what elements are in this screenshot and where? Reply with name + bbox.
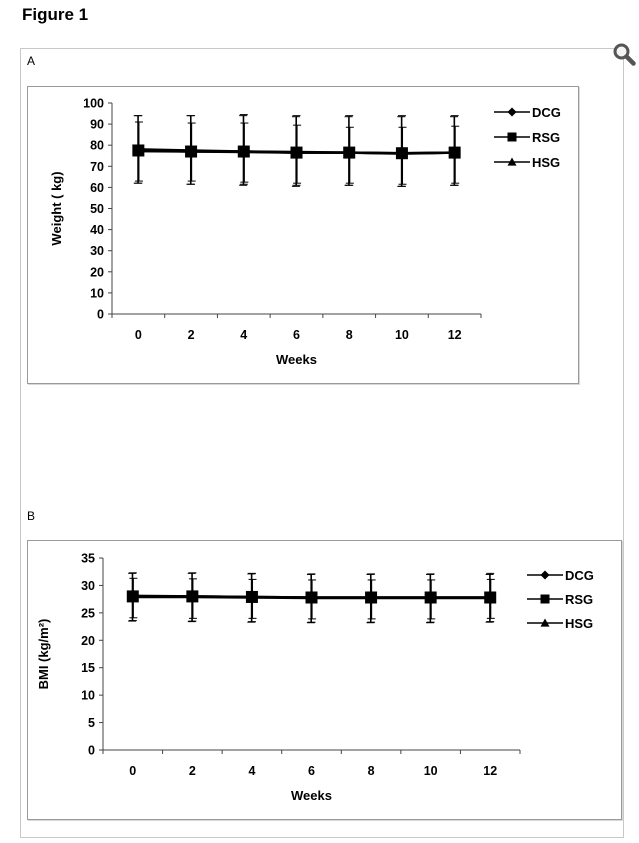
chart-a-y-tick-label: 80 bbox=[90, 139, 104, 153]
chart-b-point-hsg bbox=[366, 593, 377, 603]
chart-b-legend-label: DCG bbox=[565, 568, 594, 583]
chart-a-point-hsg bbox=[396, 148, 407, 158]
chart-a-x-tick-label: 0 bbox=[135, 328, 142, 342]
chart-b-y-tick-label: 25 bbox=[81, 606, 95, 620]
chart-a-legend-label: DCG bbox=[532, 105, 561, 120]
chart-a-y-tick-label: 40 bbox=[90, 223, 104, 237]
chart-b-svg: 0 5 10 15 20 25 30 35 0 2 4 6 8 10 12 Weeks BMI (kg/m²) D… bbox=[36, 552, 594, 804]
chart-b-x-axis-title: Weeks bbox=[291, 788, 332, 803]
chart-b-legend-label: RSG bbox=[565, 592, 593, 607]
chart-a-x-tick-label: 6 bbox=[293, 328, 300, 342]
chart-a-x-tick-label: 10 bbox=[395, 328, 409, 342]
chart-panel-a: 0 10 20 30 40 50 60 70 80 90 100 0 2 4 6 8 10 12 Weeks Weig… bbox=[27, 86, 579, 384]
panel-label-a: A bbox=[27, 54, 36, 68]
chart-a-x-tick-label: 8 bbox=[346, 328, 353, 342]
chart-b-x-tick-label: 4 bbox=[248, 764, 255, 778]
chart-b-point-hsg bbox=[187, 591, 198, 601]
chart-a-legend-marker-hsg bbox=[507, 157, 517, 166]
magnifier-icon-glyph bbox=[613, 43, 636, 66]
chart-a-y-tick-label: 30 bbox=[90, 244, 104, 258]
chart-a-y-tick-label: 70 bbox=[90, 160, 104, 174]
panel-label-b: B bbox=[27, 509, 36, 523]
chart-a-y-tick-label: 50 bbox=[90, 202, 104, 216]
figure-title: Figure 1 bbox=[22, 5, 89, 24]
chart-b-legend-marker-hsg bbox=[540, 618, 550, 627]
chart-b-x-tick-label: 10 bbox=[424, 764, 438, 778]
chart-b-y-tick-label: 35 bbox=[81, 552, 95, 566]
magnifier-icon[interactable] bbox=[612, 42, 636, 66]
chart-b-y-tick-label: 15 bbox=[81, 661, 95, 675]
chart-b-point-hsg bbox=[306, 593, 317, 603]
chart-a-point-hsg bbox=[291, 147, 302, 157]
chart-a-x-tick-label: 12 bbox=[448, 328, 462, 342]
chart-b-y-tick-label: 5 bbox=[88, 716, 95, 730]
chart-a-y-tick-label: 60 bbox=[90, 181, 104, 195]
chart-a-point-hsg bbox=[238, 146, 249, 156]
chart-b-y-tick-label: 30 bbox=[81, 579, 95, 593]
chart-a-y-tick-label: 0 bbox=[97, 308, 104, 322]
chart-b-x-tick-label: 0 bbox=[129, 764, 136, 778]
chart-a-svg: 0 10 20 30 40 50 60 70 80 90 100 0 2 4 6 8 10 12 Weeks Weig… bbox=[49, 97, 561, 368]
chart-b-point-hsg bbox=[485, 593, 496, 603]
chart-a-legend-marker-dcg bbox=[507, 107, 517, 117]
chart-b-y-tick-label: 10 bbox=[81, 689, 95, 703]
chart-b-legend-label: HSG bbox=[565, 616, 593, 631]
chart-b-legend-marker-rsg bbox=[540, 594, 550, 604]
chart-a-y-tick-label: 20 bbox=[90, 265, 104, 279]
chart-a-y-axis-title: Weight ( kg) bbox=[49, 171, 64, 245]
chart-a-legend-marker-rsg bbox=[507, 132, 517, 142]
chart-b-point-hsg bbox=[425, 593, 436, 603]
chart-b-x-tick-label: 6 bbox=[308, 764, 315, 778]
chart-b-x-tick-label: 2 bbox=[189, 764, 196, 778]
chart-b-legend-marker-dcg bbox=[540, 570, 550, 580]
chart-a-point-hsg bbox=[186, 146, 197, 156]
figure-frame bbox=[20, 48, 624, 838]
chart-a-legend-label: RSG bbox=[532, 130, 560, 145]
chart-a-y-tick-label: 90 bbox=[90, 118, 104, 132]
chart-b-x-tick-label: 12 bbox=[483, 764, 497, 778]
chart-a-point-hsg bbox=[133, 146, 144, 156]
chart-b-y-axis-title: BMI (kg/m²) bbox=[36, 619, 51, 690]
chart-a-x-axis-title: Weeks bbox=[276, 352, 317, 367]
chart-a-x-tick-label: 4 bbox=[240, 328, 247, 342]
chart-a-point-hsg bbox=[449, 147, 460, 157]
chart-b-y-tick-label: 20 bbox=[81, 634, 95, 648]
chart-a-legend-label: HSG bbox=[532, 155, 560, 170]
chart-b-x-tick-label: 8 bbox=[368, 764, 375, 778]
chart-a-y-tick-label: 100 bbox=[83, 97, 104, 111]
chart-panel-b: 0 5 10 15 20 25 30 35 0 2 4 6 8 10 12 Weeks BMI (kg/m²) D… bbox=[27, 540, 622, 820]
chart-a-y-tick-label: 10 bbox=[90, 286, 104, 300]
chart-b-y-tick-label: 0 bbox=[88, 744, 95, 758]
chart-b-point-hsg bbox=[246, 592, 257, 602]
chart-b-point-hsg bbox=[127, 591, 138, 601]
chart-a-x-tick-label: 2 bbox=[188, 328, 195, 342]
chart-a-point-hsg bbox=[344, 147, 355, 157]
